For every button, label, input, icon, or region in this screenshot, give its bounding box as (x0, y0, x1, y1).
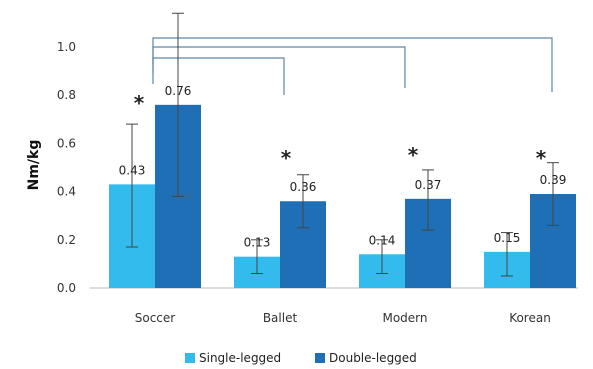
significance-marker: * (536, 146, 547, 170)
x-axis-ticks: Soccer Ballet Modern Korean (135, 311, 551, 325)
x-tick-label: Modern (382, 311, 427, 325)
y-tick-label: 1.0 (57, 40, 76, 54)
y-tick-label: 0.2 (57, 233, 76, 247)
x-tick-label: Korean (509, 311, 551, 325)
data-label: 0.37 (415, 178, 442, 192)
y-axis-ticks: 0.0 0.2 0.4 0.6 0.8 1.0 (57, 40, 76, 295)
bar-series: 0.43 0.13 0.14 0.15 0.76 0.36 0.37 0.39 * * * * (109, 12, 576, 288)
x-tick-label: Soccer (135, 311, 176, 325)
data-label: 0.39 (540, 173, 567, 187)
legend-swatch (185, 353, 195, 363)
y-axis-label: Nm/kg (26, 140, 42, 191)
y-tick-label: 0.0 (57, 281, 76, 295)
comparison-bracket (152, 57, 285, 95)
y-tick-label: 0.6 (57, 136, 76, 150)
x-tick-label: Ballet (263, 311, 298, 325)
significance-marker: * (281, 146, 292, 170)
data-label: 0.43 (119, 163, 146, 177)
y-tick-label: 0.8 (57, 88, 76, 102)
legend: Single-legged Double-legged (185, 351, 417, 365)
legend-swatch (315, 353, 325, 363)
y-tick-label: 0.4 (57, 185, 76, 199)
significance-brackets (152, 37, 553, 95)
comparison-bracket (152, 37, 553, 92)
data-label: 0.76 (165, 84, 192, 98)
data-label: 0.13 (244, 236, 271, 250)
significance-marker: * (134, 91, 145, 115)
data-label: 0.15 (494, 231, 521, 245)
data-label: 0.14 (369, 233, 396, 247)
comparison-bracket (152, 46, 406, 88)
legend-label: Double-legged (329, 351, 417, 365)
legend-label: Single-legged (199, 351, 281, 365)
data-label: 0.36 (290, 180, 317, 194)
significance-marker: * (408, 143, 419, 167)
